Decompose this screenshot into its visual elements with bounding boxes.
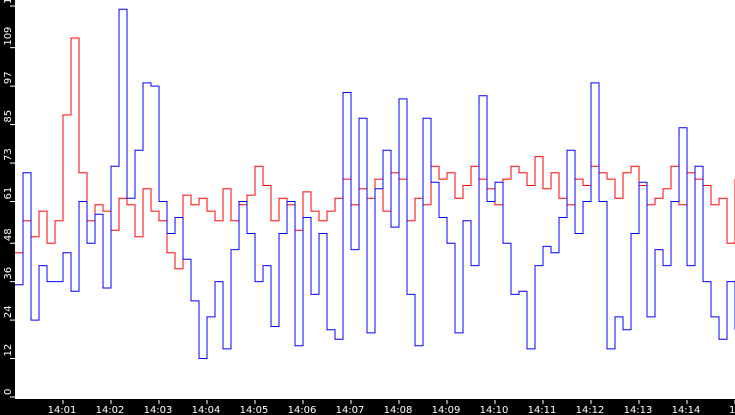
x-tick-label: 14:06 [288,405,317,415]
x-tick-label: 14:14 [672,405,701,415]
y-tick-label: 61 [3,187,14,200]
y-tick-label: 109 [3,27,14,46]
x-tick-label: 14:04 [192,405,221,415]
y-tick-label: 36 [3,267,14,280]
x-tick-label: 14:03 [144,405,173,415]
x-tick-label: 14:02 [96,405,125,415]
series-line-blue [15,8,735,359]
y-tick-label: 85 [3,110,14,123]
y-axis: 0 12 24 36 48 61 73 85 97 109 122 [3,0,15,398]
x-tick-label: 14:08 [384,405,413,415]
y-tick-label: 0 [3,389,14,395]
x-axis-strip [0,399,735,415]
y-axis-strip [0,0,15,415]
x-tick-label: 14:13 [624,405,653,415]
series-line-red [15,37,735,270]
x-tick-label: 14:09 [432,405,461,415]
x-tick-label: 14:10 [480,405,509,415]
x-tick-label: 14 [729,405,735,415]
y-tick-label: 73 [3,148,14,161]
y-tick-label: 97 [3,71,14,84]
x-axis: 14:01 14:02 14:03 14:04 14:05 14:06 14:07 14:08… [48,400,735,415]
x-tick-label: 14:12 [576,405,605,415]
y-tick-label: 24 [3,305,14,318]
x-tick-label: 14:05 [240,405,269,415]
x-tick-label: 14:11 [528,405,557,415]
y-tick-label: 12 [3,344,14,357]
y-tick-label: 122 [3,0,14,4]
series-layer [15,8,735,359]
x-tick-label: 14:07 [336,405,365,415]
x-tick-label: 14:01 [48,405,77,415]
y-tick-label: 48 [3,228,14,241]
